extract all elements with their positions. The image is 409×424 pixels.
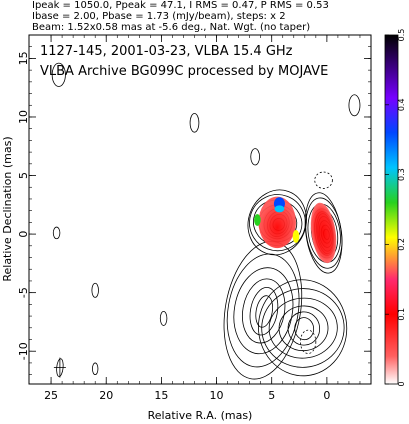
contour-line	[268, 297, 338, 359]
colorbar	[384, 34, 399, 385]
contour-line	[261, 288, 345, 368]
jet-polarization	[258, 196, 296, 249]
beam-ellipse	[53, 357, 66, 378]
y-axis-label: Relative Declination (mas)	[1, 136, 14, 281]
contour-line	[305, 197, 343, 269]
noise-contour	[52, 226, 61, 240]
negative-contour	[314, 171, 333, 189]
colorbar-tick-label: 0	[397, 381, 406, 386]
x-tick-label: 20	[99, 389, 113, 402]
y-tick-label: -5	[17, 287, 30, 298]
x-tick-label: 5	[268, 389, 275, 402]
noise-contour	[91, 282, 99, 298]
x-tick-label: 25	[44, 389, 58, 402]
contour-line	[287, 311, 321, 346]
y-tick-label: 10	[17, 110, 30, 124]
axis-ticks	[29, 35, 372, 384]
x-axis-label: Relative R.A. (mas)	[148, 409, 253, 422]
negative-contour	[299, 329, 317, 354]
colorbar-tick-label: 0.2	[397, 238, 406, 251]
contour-line	[294, 317, 315, 341]
x-tick-label: 0	[323, 389, 330, 402]
header-line-3: Beam: 1.52x0.58 mas at -5.6 deg., Nat. W…	[32, 22, 310, 33]
y-tick-label: -10	[17, 342, 30, 360]
y-tick-label: 15	[17, 51, 30, 65]
x-tick-label: 10	[210, 389, 224, 402]
contour-line	[258, 279, 348, 377]
header-line-1: Ipeak = 1050.0, Ppeak = 47.1, I RMS = 0.…	[32, 0, 329, 11]
colorbar-tick-label: 0.4	[397, 98, 406, 111]
jet-polarization-mid	[274, 205, 285, 213]
noise-contour	[250, 148, 260, 166]
plot-title-line-1: 1127-145, 2001-03-23, VLBA 15.4 GHz	[40, 44, 293, 59]
noise-contour	[159, 310, 168, 326]
contour-line	[233, 267, 294, 355]
noise-contour	[189, 113, 200, 133]
colorbar-tick-label: 0.1	[397, 308, 406, 321]
contour-line	[278, 305, 329, 352]
jet-polarization-edge	[254, 214, 261, 226]
colorbar-tick-label: 0.3	[397, 168, 406, 181]
colorbar-tick-label: 0.5	[397, 29, 406, 42]
contour-line	[226, 253, 300, 368]
colorbar-ticks: 0 0.1 0.2 0.3 0.4 0.5	[385, 29, 406, 387]
noise-contour	[348, 94, 361, 117]
plot-title-line-2: VLBA Archive BG099C processed by MOJAVE	[40, 64, 328, 79]
x-tick-label: 15	[154, 389, 168, 402]
polarization-color-layer	[254, 196, 337, 264]
header-line-2: Ibase = 2.00, Pbase = 1.73 (mJy/beam), s…	[32, 11, 286, 22]
contour-line	[249, 194, 306, 252]
axis-tick-labels: 25 20 15 10 5 0 15 10 5 0 -5 -10	[17, 51, 330, 402]
y-tick-label: 0	[17, 231, 30, 238]
noise-contour	[92, 362, 99, 376]
y-tick-label: 5	[17, 172, 30, 179]
contour-line	[249, 287, 279, 336]
contour-line	[247, 189, 307, 256]
core-polarization	[310, 202, 337, 264]
noise-contour	[51, 62, 66, 87]
jet-polarization-edge	[292, 229, 300, 243]
